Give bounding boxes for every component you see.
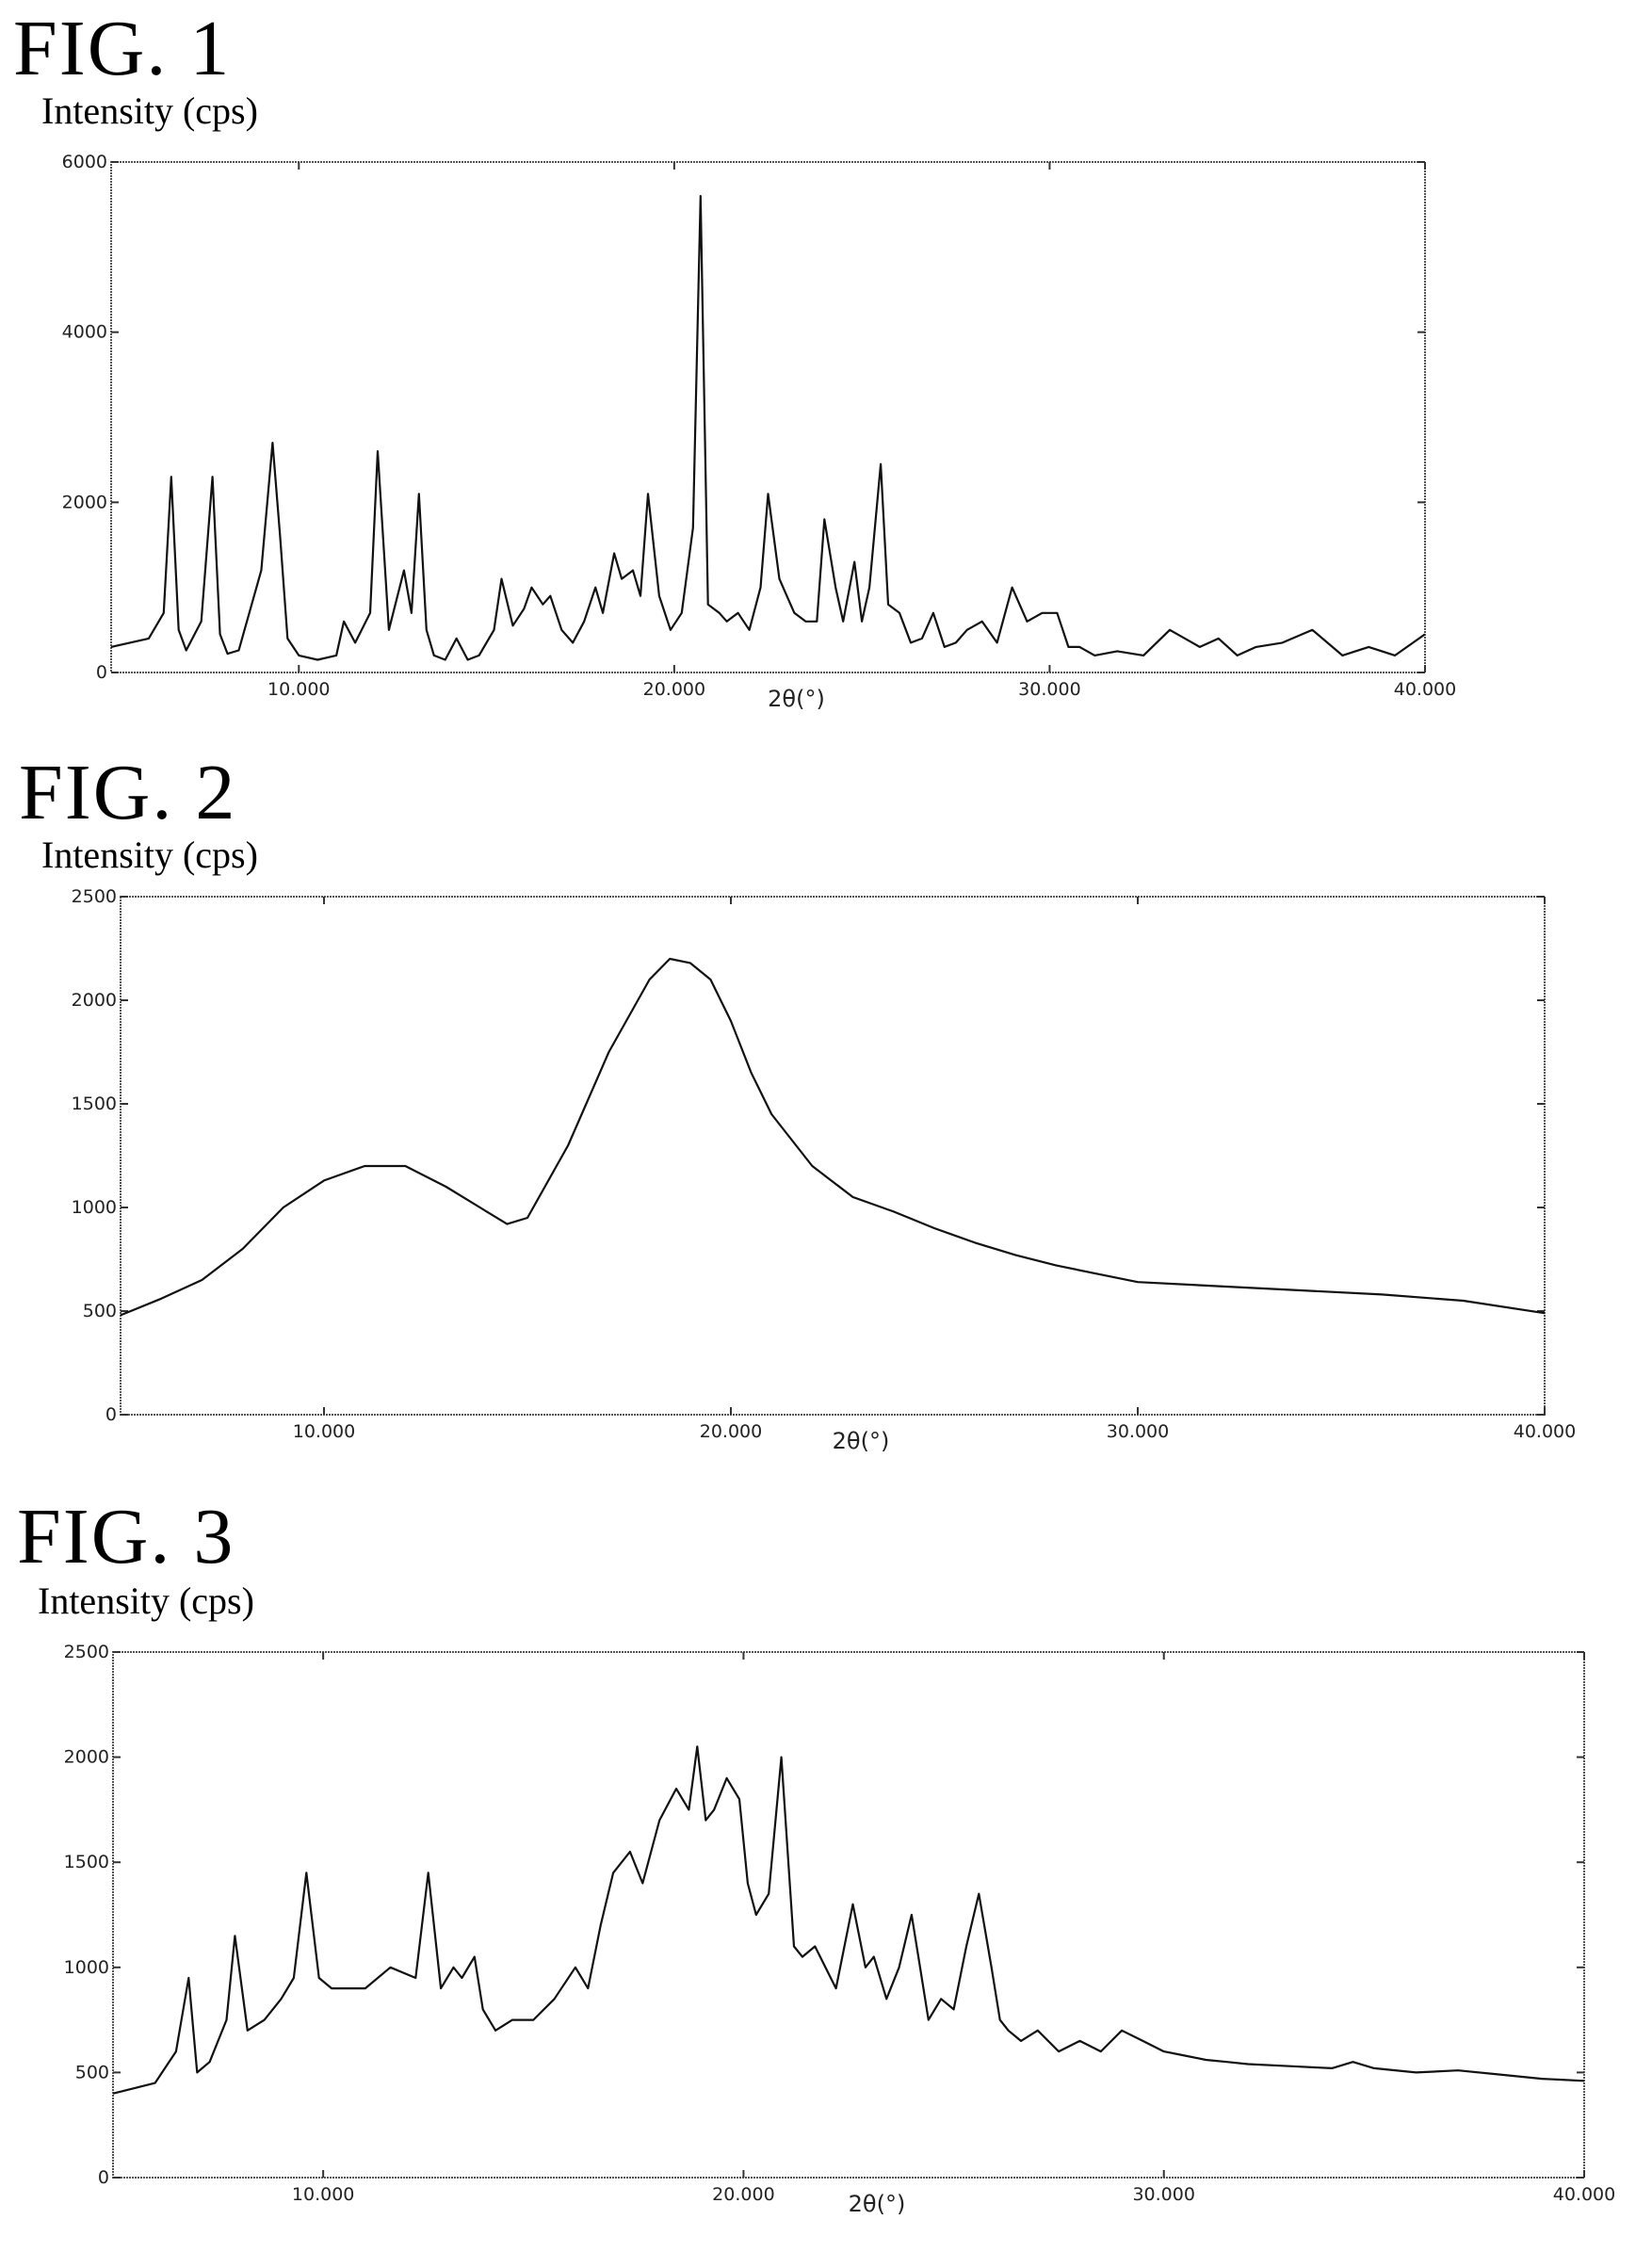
x-axis-label: 2θ(°) bbox=[768, 686, 825, 712]
fig-1-chart: 0 2000 4000 6000 10.000 20.000 30.000 40.000 2θ(… bbox=[62, 152, 1457, 712]
y-tick-label: 1500 bbox=[64, 1852, 109, 1872]
y-tick-label: 0 bbox=[98, 2167, 109, 2188]
x-axis-label: 2θ(°) bbox=[833, 1428, 890, 1454]
fig-1-label: FIG. 1 bbox=[13, 5, 232, 92]
fig-3-y-axis-label: Intensity (cps) bbox=[38, 1580, 254, 1622]
y-tick-label: 2000 bbox=[64, 1747, 109, 1768]
x-tick-label: 40.000 bbox=[1553, 2184, 1615, 2205]
x-tick-label: 10.000 bbox=[293, 1421, 355, 1442]
plot-frame bbox=[120, 896, 1546, 1416]
y-tick-label: 0 bbox=[96, 662, 107, 683]
fig-3-label: FIG. 3 bbox=[17, 1493, 235, 1580]
series-line bbox=[120, 957, 1546, 1317]
fig-2-chart: 0 500 1000 1500 2000 2500 10.000 20.000 30.000 40… bbox=[72, 886, 1577, 1454]
y-tick-label: 4000 bbox=[62, 322, 107, 343]
x-axis-label: 2θ(°) bbox=[849, 2191, 906, 2217]
plot-frame bbox=[112, 1651, 1585, 2179]
plot-frame bbox=[110, 161, 1426, 673]
y-tick-label: 6000 bbox=[62, 152, 107, 172]
y-tick-label: 2500 bbox=[72, 886, 117, 907]
x-tick-label: 10.000 bbox=[267, 679, 330, 700]
series-line bbox=[110, 195, 1426, 661]
y-tick-label: 2000 bbox=[72, 990, 117, 1011]
y-tick-label: 2500 bbox=[64, 1642, 109, 1662]
x-tick-label: 20.000 bbox=[700, 1421, 762, 1442]
y-tick-label: 1000 bbox=[72, 1197, 117, 1218]
x-tick-label: 40.000 bbox=[1514, 1421, 1576, 1442]
y-tick-label: 0 bbox=[105, 1404, 117, 1425]
x-tick-label: 30.000 bbox=[1018, 679, 1080, 700]
fig-2-y-axis-label: Intensity (cps) bbox=[41, 834, 258, 876]
x-tick-label: 10.000 bbox=[292, 2184, 354, 2205]
y-tick-label: 500 bbox=[75, 2062, 109, 2082]
x-tick-label: 40.000 bbox=[1394, 679, 1456, 700]
fig-1-y-axis-label: Intensity (cps) bbox=[41, 89, 258, 132]
y-tick-label: 1500 bbox=[72, 1094, 117, 1114]
fig-2-label: FIG. 2 bbox=[19, 749, 237, 836]
y-tick-label: 2000 bbox=[62, 492, 107, 512]
y-tick-label: 1000 bbox=[64, 1957, 109, 1978]
x-tick-label: 30.000 bbox=[1132, 2184, 1194, 2205]
y-tick-label: 500 bbox=[83, 1301, 117, 1321]
x-tick-label: 30.000 bbox=[1107, 1421, 1169, 1442]
x-tick-label: 20.000 bbox=[643, 679, 705, 700]
x-tick-label: 20.000 bbox=[712, 2184, 774, 2205]
series-line bbox=[112, 1745, 1585, 2095]
